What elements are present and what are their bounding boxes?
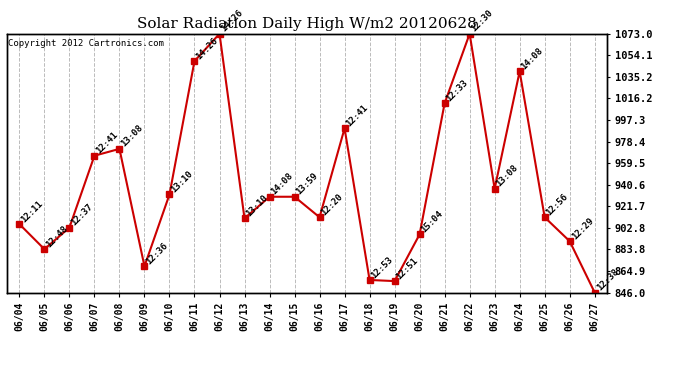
Text: 12:37: 12:37: [70, 202, 95, 228]
Text: 12:33: 12:33: [444, 78, 470, 103]
Text: 12:38: 12:38: [595, 267, 620, 292]
Text: 12:41: 12:41: [95, 130, 120, 156]
Text: Copyright 2012 Cartronics.com: Copyright 2012 Cartronics.com: [8, 39, 164, 48]
Text: 13:08: 13:08: [119, 123, 145, 149]
Text: 12:48: 12:48: [44, 224, 70, 249]
Text: 13:10: 13:10: [170, 169, 195, 195]
Text: 12:41: 12:41: [344, 103, 370, 128]
Text: 13:08: 13:08: [495, 164, 520, 189]
Text: 12:20: 12:20: [319, 192, 345, 217]
Text: 14:08: 14:08: [270, 171, 295, 197]
Text: 14:08: 14:08: [520, 46, 545, 71]
Text: 15:04: 15:04: [420, 209, 445, 234]
Text: 12:56: 12:56: [544, 192, 570, 217]
Text: 13:10: 13:10: [244, 193, 270, 218]
Text: 12:51: 12:51: [395, 256, 420, 281]
Text: 12:30: 12:30: [470, 8, 495, 34]
Text: 14:26: 14:26: [195, 36, 220, 61]
Text: 12:36: 12:36: [144, 241, 170, 266]
Text: 12:53: 12:53: [370, 255, 395, 280]
Title: Solar Radiation Daily High W/m2 20120628: Solar Radiation Daily High W/m2 20120628: [137, 17, 477, 31]
Text: 12:11: 12:11: [19, 199, 45, 224]
Text: 14:26: 14:26: [219, 8, 245, 34]
Text: 13:59: 13:59: [295, 171, 320, 197]
Text: 12:29: 12:29: [570, 216, 595, 241]
